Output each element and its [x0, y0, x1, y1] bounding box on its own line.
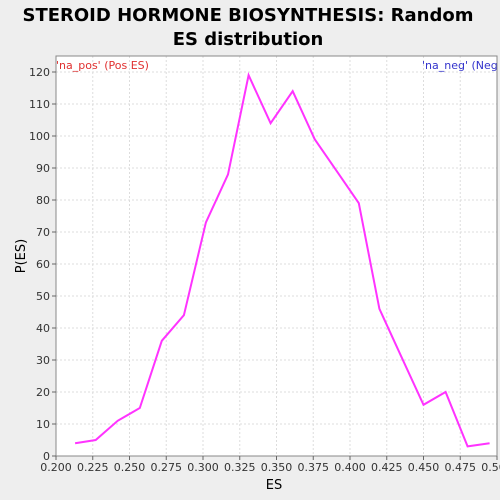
x-tick-label: 0.425: [371, 461, 403, 474]
x-tick-label: 0.225: [77, 461, 109, 474]
neg-es-label: 'na_neg' (Neg ES): [422, 59, 500, 72]
y-tick-label: 80: [36, 194, 50, 207]
y-tick-label: 10: [36, 418, 50, 431]
y-tick-label: 110: [29, 98, 50, 111]
x-tick-label: 0.325: [224, 461, 256, 474]
x-tick-label: 0.275: [151, 461, 183, 474]
x-axis: 0.200 0.225 0.250 0.275 0.300 0.325 0.350 0.375…: [40, 456, 500, 474]
y-tick-label: 30: [36, 354, 50, 367]
x-tick-label: 0.350: [261, 461, 293, 474]
y-axis: 0 10 20 30 40 50 60 70 80 90 100 110 120: [29, 66, 56, 463]
y-axis-label: P(ES): [14, 239, 29, 273]
y-tick-label: 100: [29, 130, 50, 143]
x-tick-label: 0.450: [408, 461, 440, 474]
x-tick-label: 0.300: [187, 461, 219, 474]
x-tick-label: 0.250: [114, 461, 146, 474]
chart-title-line-2: ES distribution: [173, 29, 324, 50]
y-tick-label: 40: [36, 322, 50, 335]
x-tick-label: 0.375: [298, 461, 330, 474]
y-tick-label: 120: [29, 66, 50, 79]
y-tick-label: 90: [36, 162, 50, 175]
y-tick-label: 70: [36, 226, 50, 239]
x-tick-label: 0.200: [40, 461, 72, 474]
x-tick-label: 0.400: [334, 461, 366, 474]
x-tick-label: 0.475: [445, 461, 477, 474]
pos-es-label: 'na_pos' (Pos ES): [56, 59, 149, 72]
es-distribution-line: [74, 72, 490, 448]
y-tick-label: 60: [36, 258, 50, 271]
x-tick-label: 0.500: [481, 461, 500, 474]
y-tick-label: 50: [36, 290, 50, 303]
y-tick-label: 0: [43, 450, 50, 463]
y-tick-label: 20: [36, 386, 50, 399]
chart-title-line-1: STEROID HORMONE BIOSYNTHESIS: Random: [22, 5, 473, 26]
x-axis-label: ES: [266, 478, 282, 493]
